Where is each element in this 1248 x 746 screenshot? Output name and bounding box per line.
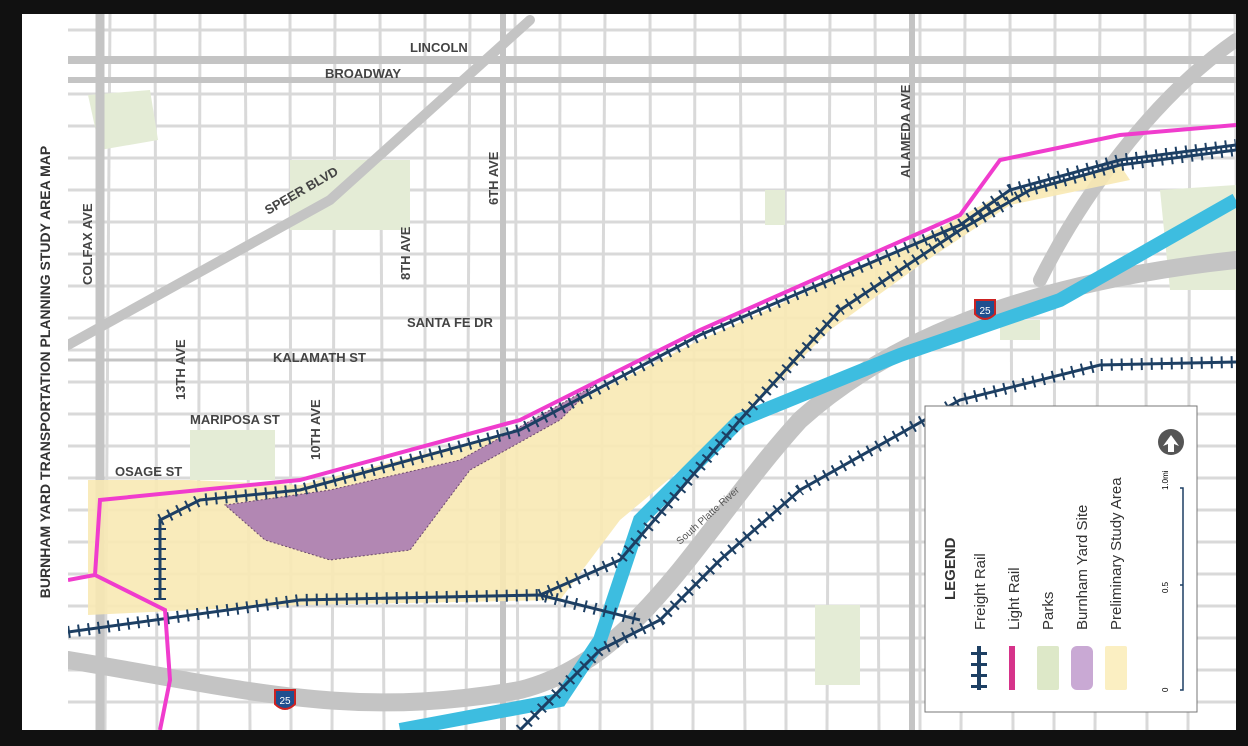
interstate-shield: 25 xyxy=(974,299,996,320)
street xyxy=(288,14,293,730)
street xyxy=(557,14,562,730)
rail-tie xyxy=(971,663,987,666)
freight-rail-line xyxy=(518,360,1236,730)
freight-rail-line xyxy=(539,148,1236,597)
street xyxy=(243,14,252,730)
label-lincoln: LINCOLN xyxy=(410,40,468,55)
rail-tie xyxy=(971,652,987,655)
street xyxy=(330,14,337,730)
north-arrow-icon xyxy=(1158,429,1184,455)
label-13th: 13TH AVE xyxy=(173,339,188,400)
street xyxy=(464,14,472,730)
legend-label: Parks xyxy=(1040,592,1057,630)
legend-label: Freight Rail xyxy=(972,553,989,630)
freight-rail xyxy=(68,139,1236,730)
legend-swatch xyxy=(977,646,981,690)
interstate-shield: 25 xyxy=(274,689,296,710)
svg-text:25: 25 xyxy=(279,696,291,707)
label-10th: 10TH AVE xyxy=(308,399,323,460)
scale-tick: 0 xyxy=(1161,687,1170,692)
rail-tie xyxy=(971,685,987,688)
legend-swatch xyxy=(1009,646,1015,690)
label-broadway: BROADWAY xyxy=(325,66,401,81)
label-colfax: COLFAX AVE xyxy=(80,203,95,285)
light-rail xyxy=(68,123,1236,730)
label-osage: OSAGE ST xyxy=(115,464,182,479)
label-6th: 6TH AVE xyxy=(486,151,501,205)
svg-text:25: 25 xyxy=(979,306,991,317)
label-alameda: ALAMEDA AVE xyxy=(898,84,913,178)
legend-swatch xyxy=(1037,646,1059,690)
street xyxy=(153,14,159,730)
legend-swatch xyxy=(1071,646,1093,690)
freight-rail-line xyxy=(158,143,1236,600)
label-kalamath: KALAMATH ST xyxy=(273,350,366,365)
street xyxy=(378,14,386,730)
legend-label: Light Rail xyxy=(1006,567,1023,630)
scale-tick: 0.5 xyxy=(1161,581,1170,593)
legend-label: Burnham Yard Site xyxy=(1074,505,1091,630)
street xyxy=(513,14,520,730)
scale-tick: 1.0mi xyxy=(1161,470,1170,490)
burnham-yard-site xyxy=(223,384,596,561)
scale-bar xyxy=(1180,487,1184,691)
label-santafe: SANTA FE DR xyxy=(407,315,494,330)
label-8th: 8TH AVE xyxy=(398,226,413,280)
street xyxy=(1233,14,1236,373)
legend-swatch xyxy=(1105,646,1127,690)
legend-title: LEGEND xyxy=(942,537,959,600)
freight-rail-line xyxy=(68,593,641,634)
label-mariposa: MARIPOSA ST xyxy=(190,412,280,427)
rail-tie xyxy=(971,674,987,677)
legend: LEGEND Freight Rail Light Rail Parks Burnha… xyxy=(924,405,1198,713)
street xyxy=(196,14,202,730)
legend-label: Preliminary Study Area xyxy=(1108,477,1125,630)
